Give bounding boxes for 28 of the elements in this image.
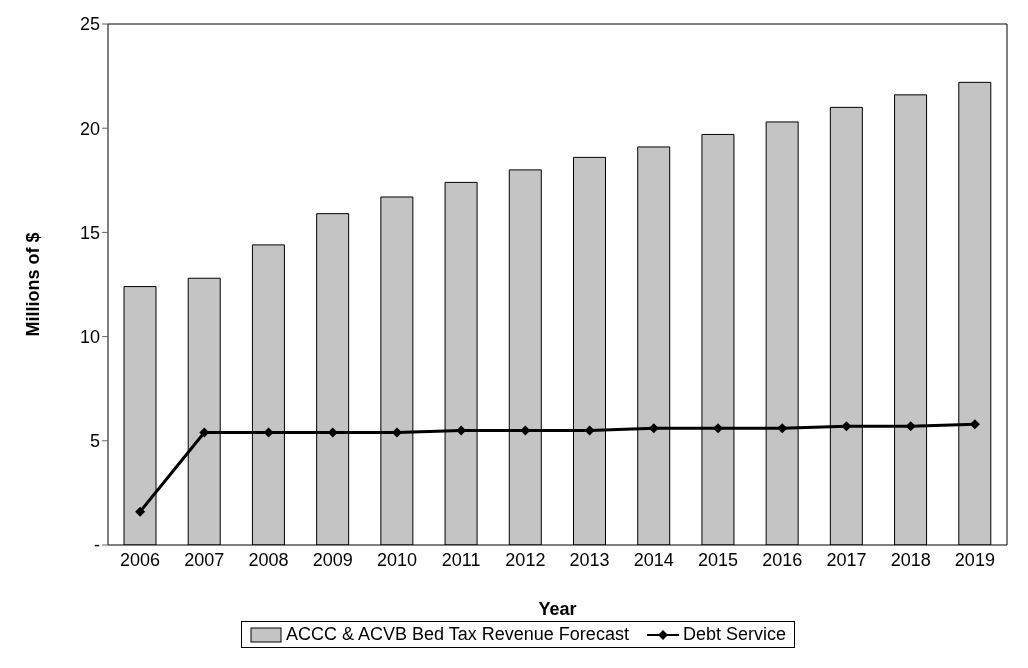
point [905, 421, 916, 432]
x-tick-label: 2019 [954, 549, 995, 570]
point [841, 421, 852, 432]
point [135, 506, 146, 517]
y-tick-label: 20 [79, 118, 100, 139]
x-tick-label: 2012 [505, 549, 546, 570]
point [777, 423, 788, 434]
y-tick-label: 5 [89, 431, 100, 452]
x-tick-label: 2009 [312, 549, 353, 570]
y-tick-label: 15 [79, 222, 100, 243]
x-tick-label: 2006 [120, 549, 161, 570]
y-tick-label: - [94, 535, 100, 556]
y-axis-title: Millions of $ [23, 232, 44, 337]
x-tick-label: 2014 [633, 549, 674, 570]
legend-label: Debt Service [682, 624, 786, 645]
x-tick-label: 2008 [248, 549, 289, 570]
y-tick-label: 10 [79, 326, 100, 347]
x-tick-label: 2010 [376, 549, 417, 570]
y-tick-label: 25 [79, 14, 100, 35]
x-tick-label: 2013 [569, 549, 610, 570]
x-axis-title: Year [538, 599, 577, 619]
legend-label: ACCC & ACVB Bed Tax Revenue Forecast [286, 624, 629, 645]
x-tick-label: 2007 [184, 549, 225, 570]
x-tick-label: 2011 [441, 549, 481, 570]
x-tick-label: 2018 [890, 549, 931, 570]
x-tick-label: 2016 [762, 549, 803, 570]
x-tick-label: 2015 [698, 549, 739, 570]
x-tick-label: 2017 [826, 549, 867, 570]
